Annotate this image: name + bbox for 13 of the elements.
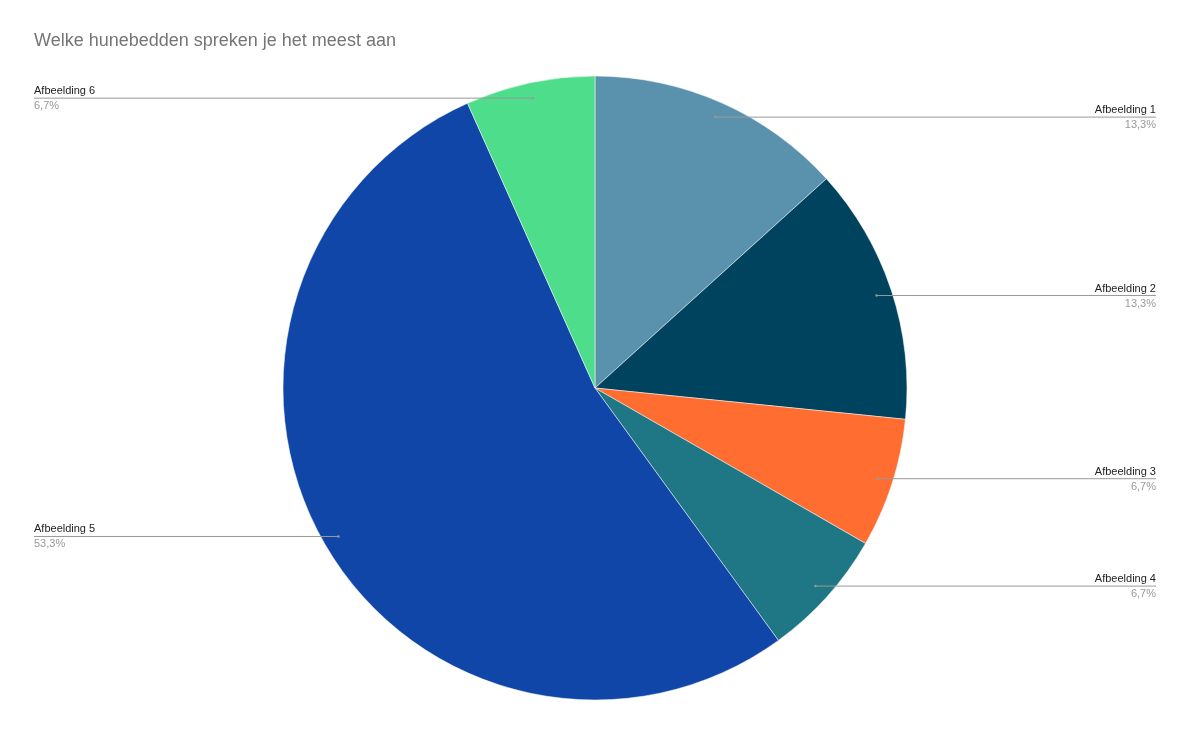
- data-label: 53,3%: [34, 537, 66, 550]
- data-label: 6,7%: [1130, 479, 1157, 492]
- slice-label: Afbeelding 5: [34, 522, 96, 535]
- chart-title: Welke hunebedden spreken je het meest aan: [34, 30, 396, 50]
- slice-label: Afbeelding 2: [1094, 281, 1156, 294]
- slice-label: Afbeelding 6: [34, 84, 96, 97]
- data-label: 6,7%: [34, 99, 60, 112]
- slice-label: Afbeelding 4: [1094, 572, 1156, 585]
- slice-label: Afbeelding 1: [1094, 103, 1156, 116]
- data-label: 13,3%: [1124, 118, 1157, 131]
- data-label: 6,7%: [1130, 587, 1157, 600]
- data-label: 13,3%: [1124, 296, 1157, 309]
- slice-label: Afbeelding 3: [1094, 464, 1156, 477]
